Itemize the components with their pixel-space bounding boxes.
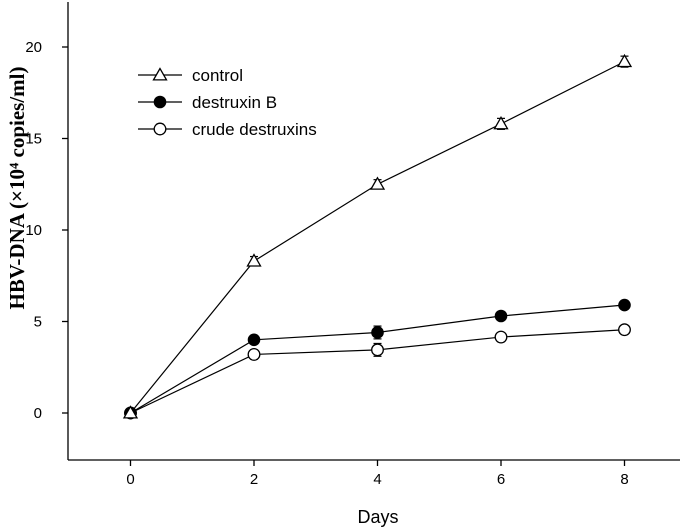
- x-axis-label: Days: [357, 507, 398, 527]
- data-point: [369, 176, 386, 190]
- data-point: [618, 298, 631, 312]
- y-axis-label: HBV-DNA (×10⁴ copies/ml): [5, 66, 29, 309]
- data-point: [371, 326, 384, 339]
- y-tick-label: 15: [25, 131, 42, 148]
- legend-marker: [153, 95, 167, 109]
- x-tick-label: 2: [250, 471, 258, 488]
- data-point: [616, 53, 633, 68]
- x-tick-label: 6: [497, 471, 505, 488]
- ticks: 0 2 4 6 8 0 5 10 15 20: [25, 39, 628, 488]
- data-point: [494, 330, 508, 344]
- data-point: [122, 405, 139, 419]
- data-point: [247, 347, 261, 361]
- series: [122, 53, 633, 420]
- y-tick-label: 0: [34, 405, 42, 422]
- legend-label: destruxin B: [192, 93, 277, 112]
- series-0: [122, 53, 633, 419]
- y-tick-label: 20: [25, 39, 42, 56]
- x-tick-label: 8: [620, 471, 628, 488]
- data-point: [247, 333, 261, 347]
- data-point: [246, 253, 262, 267]
- x-tick-label: 0: [126, 471, 134, 488]
- axes: [67, 2, 680, 461]
- data-point: [618, 323, 631, 337]
- data-point: [493, 116, 509, 130]
- y-tick-label: 10: [25, 222, 42, 239]
- data-point: [371, 343, 384, 357]
- legend: control destruxin B crude destruxins: [138, 66, 317, 139]
- series-line: [130, 61, 625, 414]
- legend-label: control: [192, 66, 243, 85]
- legend-label: crude destruxins: [192, 120, 317, 139]
- series-1: [124, 298, 631, 420]
- x-tick-label: 4: [373, 471, 381, 488]
- legend-marker: [152, 67, 168, 81]
- data-point: [494, 309, 508, 323]
- y-tick-label: 5: [34, 314, 42, 331]
- series-line: [130, 329, 625, 414]
- legend-marker: [153, 122, 167, 136]
